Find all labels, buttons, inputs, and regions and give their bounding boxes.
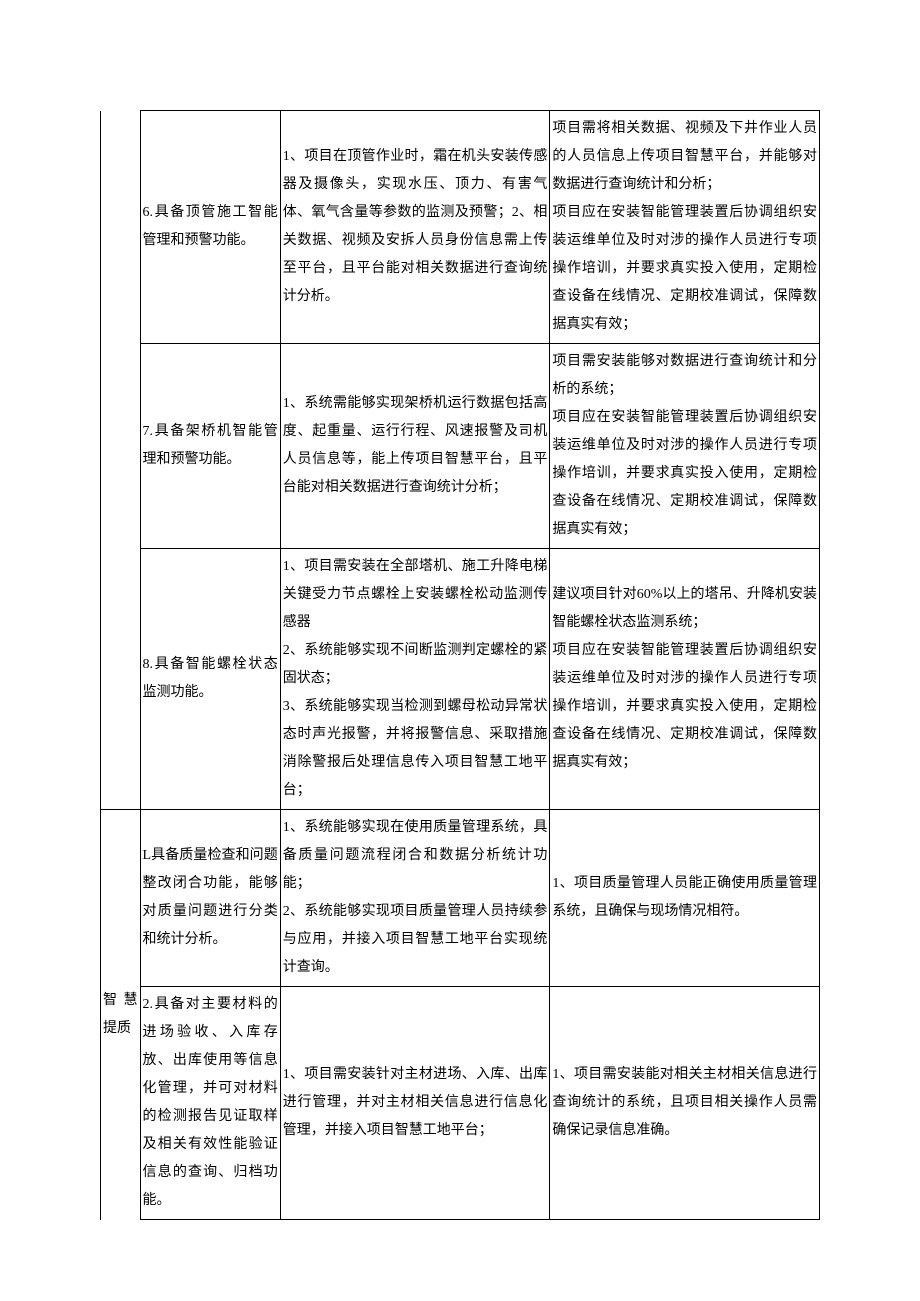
desc-cell: 1、项目在顶管作业时，霜在机头安装传感器及摄像头，实现水压、顶力、有害气体、氧气… <box>280 111 550 344</box>
function-cell: 8.具备智能螺栓状态监测功能。 <box>140 549 280 810</box>
function-cell: L具备质量检查和问题整改闭合功能，能够对质量问题进行分类和统计分析。 <box>140 810 280 987</box>
note-cell: 建议项目针对60%以上的塔吊、升降机安装智能螺栓状态监测系统；项目应在安装智能管… <box>550 549 820 810</box>
desc-cell: 1、系统需能够实现架桥机运行数据包括高度、起重量、运行行程、风速报警及司机人员信… <box>280 344 550 549</box>
table-row: 8.具备智能螺栓状态监测功能。 1、项目需安装在全部塔机、施工升降电梯关键受力节… <box>101 549 820 810</box>
desc-cell: 1、系统能够实现在使用质量管理系统，具备质量问题流程闭合和数据分析统计功能；2、… <box>280 810 550 987</box>
note-cell: 项目需将相关数据、视频及下井作业人员的人员信息上传项目智慧平台，并能够对数据进行… <box>550 111 820 344</box>
requirements-table: 6.具备顶管施工智能管理和预警功能。 1、项目在顶管作业时，霜在机头安装传感器及… <box>100 110 820 1220</box>
note-cell: 项目需安装能够对数据进行查询统计和分析的系统；项目应在安装智能管理装置后协调组织… <box>550 344 820 549</box>
note-cell: 1、项目需安装能对相关主材相关信息进行查询统计的系统，且项目相关操作人员需确保记… <box>550 987 820 1220</box>
table-row: 2.具备对主要材料的进场验收、入库存放、出库使用等信息化管理，并可对材料的检测报… <box>101 987 820 1220</box>
function-cell: 6.具备顶管施工智能管理和预警功能。 <box>140 111 280 344</box>
category-cell: 智慧提质 <box>101 810 141 1220</box>
function-cell: 7.具备架桥机智能管理和预警功能。 <box>140 344 280 549</box>
category-cell <box>101 111 141 810</box>
desc-cell: 1、项目需安装在全部塔机、施工升降电梯关键受力节点螺栓上安装螺栓松动监测传感器2… <box>280 549 550 810</box>
table-row: 6.具备顶管施工智能管理和预警功能。 1、项目在顶管作业时，霜在机头安装传感器及… <box>101 111 820 344</box>
table-row: 智慧提质 L具备质量检查和问题整改闭合功能，能够对质量问题进行分类和统计分析。 … <box>101 810 820 987</box>
function-cell: 2.具备对主要材料的进场验收、入库存放、出库使用等信息化管理，并可对材料的检测报… <box>140 987 280 1220</box>
note-cell: 1、项目质量管理人员能正确使用质量管理系统，且确保与现场情况相符。 <box>550 810 820 987</box>
desc-cell: 1、项目需安装针对主材进场、入库、出库进行管理，并对主材相关信息进行信息化管理，… <box>280 987 550 1220</box>
table-row: 7.具备架桥机智能管理和预警功能。 1、系统需能够实现架桥机运行数据包括高度、起… <box>101 344 820 549</box>
